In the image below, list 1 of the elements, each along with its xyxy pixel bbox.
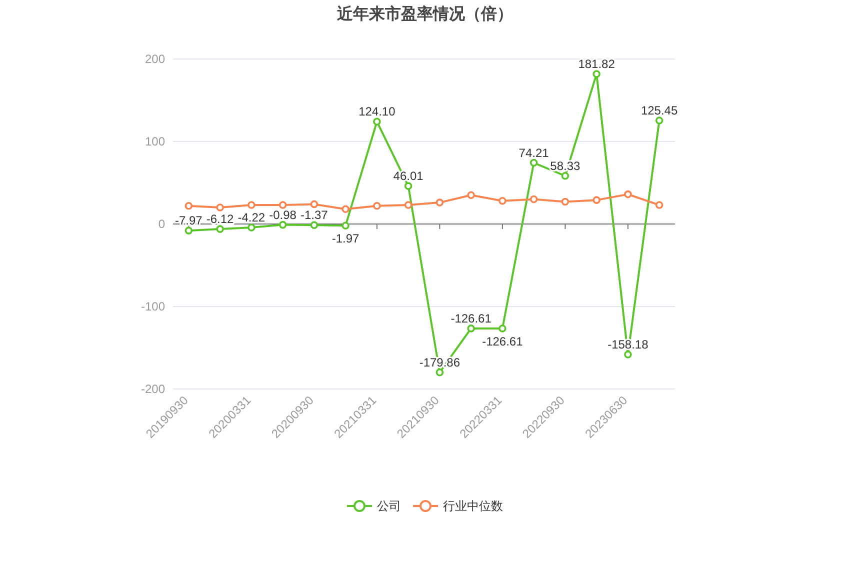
title: 近年来市盈率情况（倍） bbox=[337, 6, 513, 23]
